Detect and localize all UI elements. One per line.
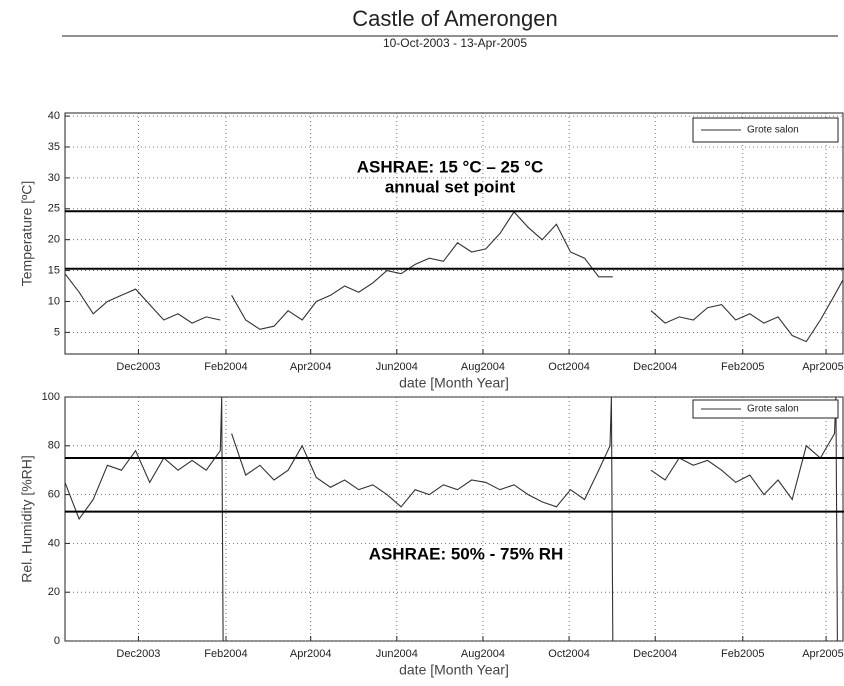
x-tick-label: Apr2004 <box>290 361 332 373</box>
y-tick-label: 80 <box>48 440 60 452</box>
y-tick-label: 25 <box>48 203 60 215</box>
y-tick-label: 20 <box>48 586 60 598</box>
y-tick-label: 15 <box>48 264 60 276</box>
data-line <box>64 396 838 642</box>
x-tick-label: Aug2004 <box>461 361 505 373</box>
y-tick-label: 100 <box>42 391 60 403</box>
x-tick-label: Apr2005 <box>802 648 844 660</box>
y-tick-label: 5 <box>54 326 60 338</box>
x-tick-label: Jun2004 <box>376 361 418 373</box>
legend-label: Grote salon <box>747 125 799 136</box>
y-tick-label: 0 <box>54 635 60 647</box>
x-tick-label: Oct2004 <box>548 648 590 660</box>
y-axis-label: Rel. Humidity [%RH] <box>19 455 35 583</box>
y-tick-label: 60 <box>48 489 60 501</box>
x-tick-label: Jun2004 <box>376 648 418 660</box>
figure-title: Castle of Amerongen <box>352 6 557 31</box>
y-tick-label: 30 <box>48 172 60 184</box>
annotation: ASHRAE: 15 °C – 25 °C <box>357 157 544 176</box>
annotation: ASHRAE: 50% - 75% RH <box>369 544 564 563</box>
x-tick-label: Dec2004 <box>633 361 677 373</box>
figure-subtitle: 10-Oct-2003 - 13-Apr-2005 <box>383 36 527 50</box>
y-axis-label: Temperature [ºC] <box>19 181 35 287</box>
x-tick-label: Dec2003 <box>116 361 160 373</box>
annotation: annual set point <box>385 177 516 196</box>
data-line <box>64 211 844 343</box>
x-axis-label: date [Month Year] <box>399 662 509 678</box>
y-tick-label: 35 <box>48 141 60 153</box>
x-tick-label: Feb2005 <box>721 648 764 660</box>
plot-area <box>64 396 844 642</box>
x-tick-label: Apr2004 <box>290 648 332 660</box>
plot-area <box>64 112 844 355</box>
x-tick-label: Oct2004 <box>548 361 590 373</box>
x-tick-label: Dec2003 <box>116 648 160 660</box>
x-tick-label: Feb2004 <box>204 361 247 373</box>
y-tick-label: 40 <box>48 537 60 549</box>
legend-box <box>692 399 839 419</box>
x-tick-label: Feb2005 <box>721 361 764 373</box>
legend-label: Grote salon <box>747 404 799 415</box>
x-axis-label: date [Month Year] <box>399 375 509 391</box>
y-tick-label: 10 <box>48 295 60 307</box>
y-tick-label: 20 <box>48 234 60 246</box>
x-tick-label: Aug2004 <box>461 648 505 660</box>
x-tick-label: Dec2004 <box>633 648 677 660</box>
x-tick-label: Apr2005 <box>802 361 844 373</box>
x-tick-label: Feb2004 <box>204 648 247 660</box>
y-tick-label: 40 <box>48 110 60 122</box>
